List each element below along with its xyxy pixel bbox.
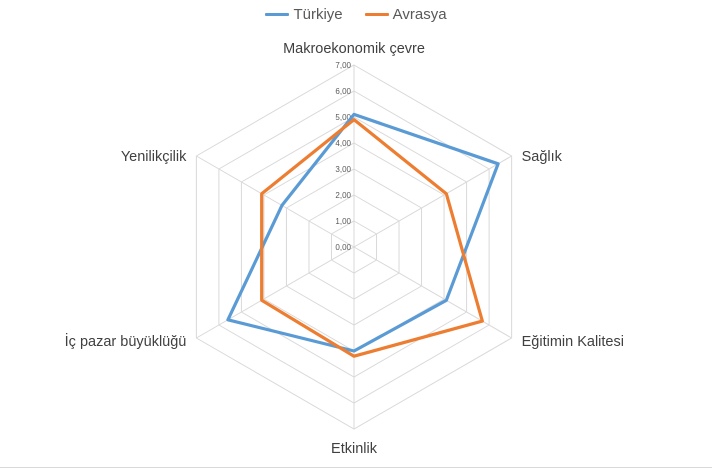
legend-swatch-series-1 [265,13,290,16]
category-label: Yenilikçilik [121,149,187,165]
axis-spoke-5 [196,246,355,339]
axis-spoke-3 [353,246,512,339]
tick-label: 0,00 [335,243,351,252]
tick-label: 6,00 [335,87,351,96]
bottom-divider [0,467,712,468]
category-label: Eğitimin Kalitesi [522,334,624,350]
legend-label-series-2: Avrasya [392,6,447,23]
tick-label: 1,00 [335,217,351,226]
legend-item-series-2: Avrasya [364,6,447,23]
category-label: Sağlık [522,149,563,165]
category-label: Etkinlik [331,441,378,457]
tick-label: 5,00 [335,113,351,122]
category-label: İç pazar büyüklüğü [65,332,187,350]
legend-item-series-1: Türkiye [265,6,343,23]
tick-label: 2,00 [335,191,351,200]
series-line-2 [260,117,484,358]
tick-label: 7,00 [335,61,351,70]
legend-label-series-1: Türkiye [293,6,343,23]
chart-legend: Türkiye Avrasya [0,6,712,23]
legend-swatch-series-2 [364,13,389,16]
series-line-1 [226,112,500,353]
axis-spoke-2 [353,155,512,248]
category-label: Makroekonomik çevre [283,41,425,57]
axis-spoke-6 [196,155,355,248]
tick-label: 3,00 [335,165,351,174]
tick-label: 4,00 [335,139,351,148]
